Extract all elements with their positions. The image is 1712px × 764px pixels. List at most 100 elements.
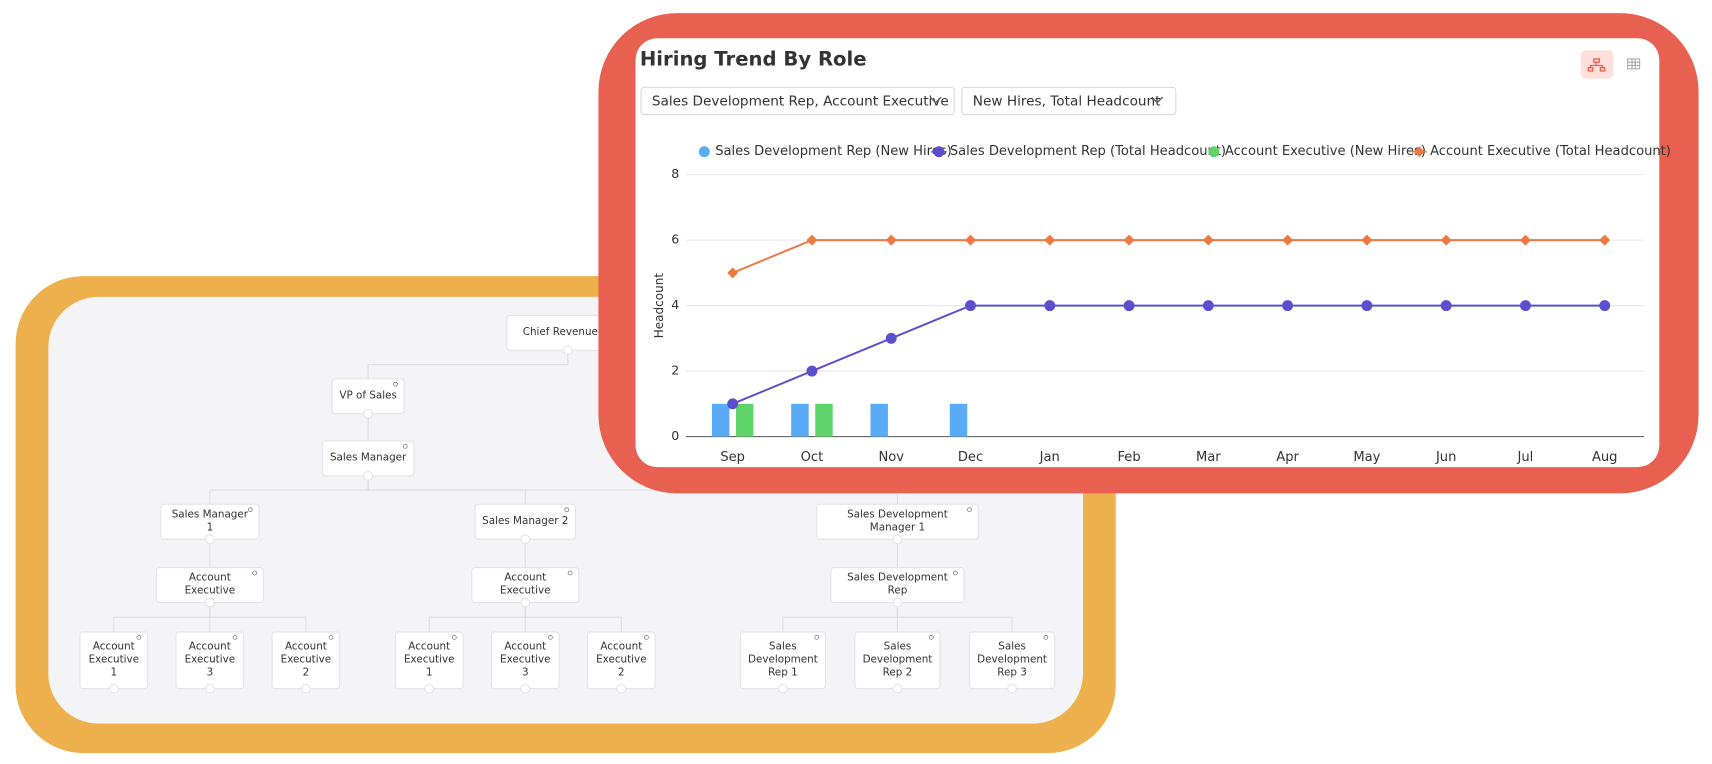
- x-tick-label: Apr: [1276, 450, 1299, 465]
- x-tick-label: May: [1353, 450, 1380, 465]
- org-node-label: VP of Sales: [339, 389, 397, 402]
- filter-dropdown[interactable]: [640, 86, 955, 116]
- line: [732, 304, 1605, 405]
- node-icon: [548, 635, 553, 640]
- y-tick-label: 2: [671, 363, 679, 378]
- x-tick-label: Nov: [878, 450, 904, 465]
- legend-marker: [1208, 146, 1220, 158]
- org-node-label-box: Account Executive 3: [500, 641, 550, 679]
- node-chevron: [520, 683, 531, 694]
- point: [1044, 300, 1056, 312]
- point: [965, 234, 976, 246]
- y-tick-label: 6: [671, 232, 679, 247]
- point: [806, 234, 818, 246]
- bar: [949, 403, 968, 437]
- chart-title: Hiring Trend By Role: [640, 48, 867, 71]
- node-icon: [564, 507, 570, 513]
- org-node-label: Sales Manager: [329, 451, 407, 464]
- point: [885, 234, 897, 246]
- table-icon: [1627, 58, 1641, 70]
- filter-label: Sales Development Rep, Account Executive: [652, 94, 949, 110]
- point: [727, 398, 739, 410]
- org-node-label-box: Sales Manager 1: [171, 508, 249, 534]
- org-node-label: Sales Development Rep 1: [747, 640, 818, 679]
- x-tick-label: Sep: [720, 450, 745, 465]
- point: [1599, 234, 1611, 246]
- y-tick-label: 4: [671, 297, 679, 312]
- org-node-label-box: Sales Manager 2: [482, 515, 569, 528]
- org-node-label: Sales Development Rep: [847, 572, 948, 598]
- node-icon: [644, 635, 649, 640]
- legend-label: Sales Development Rep (New Hires): [715, 144, 951, 159]
- tree-icon: [1587, 58, 1606, 72]
- point: [1123, 300, 1135, 312]
- org-node-label: Sales Development Manager 1: [847, 508, 948, 534]
- org-link: [367, 475, 899, 505]
- org-node-label-box: Account Executive 1: [403, 640, 455, 679]
- node-chevron: [363, 470, 374, 481]
- point: [1202, 234, 1214, 246]
- org-node-label-box: Account Executive: [500, 572, 551, 598]
- org-node-label-box: Account Executive 3: [185, 641, 235, 679]
- point: [727, 267, 739, 279]
- filter-label: New Hires, Total Headcount: [973, 94, 1161, 110]
- chevron: [929, 96, 942, 104]
- org-node-label-box: Account Executive: [185, 572, 235, 597]
- org-node-label-box: Sales Development Rep 1: [747, 640, 818, 679]
- filter-dropdown[interactable]: [961, 86, 1177, 116]
- org-node-label-box: Sales Manager: [329, 451, 407, 464]
- table-view-button[interactable]: [1620, 50, 1649, 79]
- node-icon: [328, 635, 334, 640]
- legend-label: Account Executive (New Hires): [1225, 144, 1426, 159]
- org-node-label: Account Executive 1: [88, 640, 140, 679]
- point: [1361, 300, 1373, 312]
- org-node-label: Sales Development Rep 2: [862, 640, 933, 679]
- node-icon: [402, 444, 408, 449]
- node-chevron: [204, 683, 215, 694]
- point: [1282, 300, 1294, 312]
- x-tick-label: Oct: [801, 450, 824, 465]
- org-node-label: Account Executive 2: [280, 640, 332, 679]
- node-icon: [928, 635, 934, 640]
- org-node-label-box: VP of Sales: [339, 389, 397, 402]
- node-chevron: [892, 597, 903, 608]
- chart-view-button[interactable]: [1580, 50, 1614, 79]
- bar: [815, 403, 833, 437]
- point: [1440, 300, 1452, 312]
- legend-marker: [933, 146, 945, 158]
- point: [1519, 300, 1531, 312]
- point: [885, 332, 897, 344]
- bar: [791, 403, 809, 437]
- org-node-label: Sales Manager 2: [482, 515, 569, 528]
- y-tick-label: 8: [671, 166, 679, 181]
- node-chevron: [562, 345, 573, 356]
- org-link: [367, 350, 569, 379]
- node-icon: [567, 570, 573, 576]
- node-chevron: [1007, 683, 1017, 694]
- x-tick-label: Mar: [1196, 450, 1221, 465]
- node-chevron: [363, 408, 374, 419]
- org-link: [209, 602, 307, 632]
- legend-label: Sales Development Rep (Total Headcount): [950, 144, 1226, 159]
- y-axis-label: Headcount: [652, 273, 666, 339]
- org-node-label: Account Executive 1: [403, 640, 455, 679]
- point: [806, 365, 818, 377]
- node-chevron: [777, 683, 788, 694]
- node-icon: [393, 381, 398, 387]
- org-node-label-box: Account Executive 2: [280, 640, 332, 679]
- node-chevron: [108, 683, 119, 694]
- org-node-label: Account Executive: [500, 572, 551, 598]
- org-node-label-box: Sales Development Rep: [847, 572, 948, 598]
- y-tick-label: 0: [671, 428, 679, 443]
- node-icon: [136, 635, 142, 640]
- node-icon: [252, 570, 257, 576]
- chevron: [1151, 96, 1164, 104]
- bar: [735, 403, 754, 437]
- legend-marker: [698, 146, 710, 158]
- org-node-label: Sales Manager 1: [171, 508, 249, 534]
- point: [1202, 300, 1214, 312]
- x-tick-label: Jul: [1517, 450, 1534, 465]
- org-node-label-box: Sales Development Rep 2: [862, 640, 933, 679]
- node-chevron: [520, 534, 531, 545]
